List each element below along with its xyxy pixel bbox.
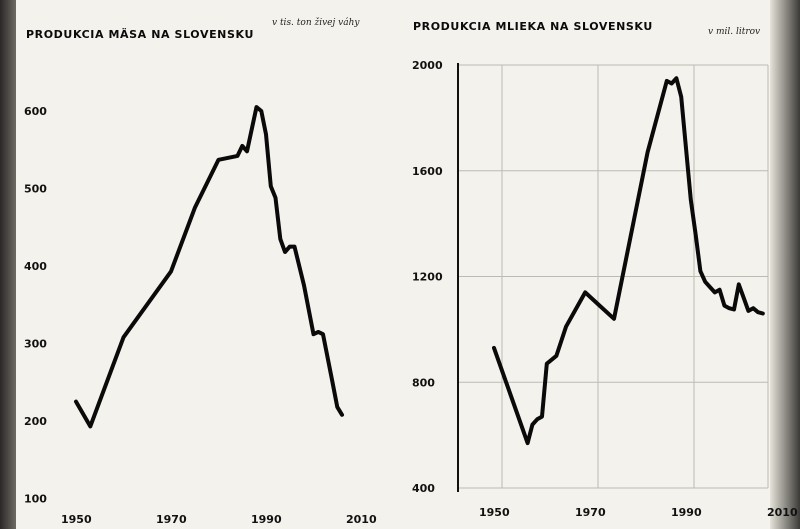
milk-y-tick-label: 1600	[412, 165, 443, 178]
chart-unit-milk: v mil. litrov	[708, 27, 761, 37]
milk-y-tick-label: 400	[412, 482, 435, 495]
milk-y-tick-label: 800	[412, 376, 435, 389]
milk-x-tick-label: 1950	[479, 506, 510, 519]
milk-series-line	[492, 76, 765, 446]
milk-x-tick-label: 2010	[767, 506, 798, 519]
chart-unit-meat: v tis. ton živej váhy	[272, 18, 360, 28]
milk-y-tick-label: 1200	[412, 271, 443, 284]
meat-y-tick-label: 300	[24, 338, 47, 351]
milk-y-tick-label: 2000	[412, 59, 443, 72]
meat-y-tick-label: 200	[24, 415, 47, 428]
meat-y-tick-label: 400	[24, 260, 47, 273]
meat-x-tick-label: 2010	[346, 513, 377, 526]
chart-title-meat: PRODUKCIA MÄSA NA SLOVENSKU	[26, 28, 254, 41]
meat-x-tick-label: 1950	[61, 513, 92, 526]
chart-title-milk: PRODUKCIA MLIEKA NA SLOVENSKU	[413, 20, 653, 33]
photo-frame-left-edge	[0, 0, 16, 529]
milk-x-tick-label: 1970	[575, 506, 606, 519]
milk-x-tick-label: 1990	[671, 506, 702, 519]
meat-y-tick-label: 600	[24, 105, 47, 118]
meat-y-tick-label: 100	[24, 493, 47, 506]
meat-series-line	[74, 105, 344, 429]
meat-y-tick-label: 500	[24, 183, 47, 196]
meat-x-tick-label: 1970	[156, 513, 187, 526]
photo-frame-right-edge	[770, 0, 800, 529]
meat-x-tick-label: 1990	[251, 513, 282, 526]
